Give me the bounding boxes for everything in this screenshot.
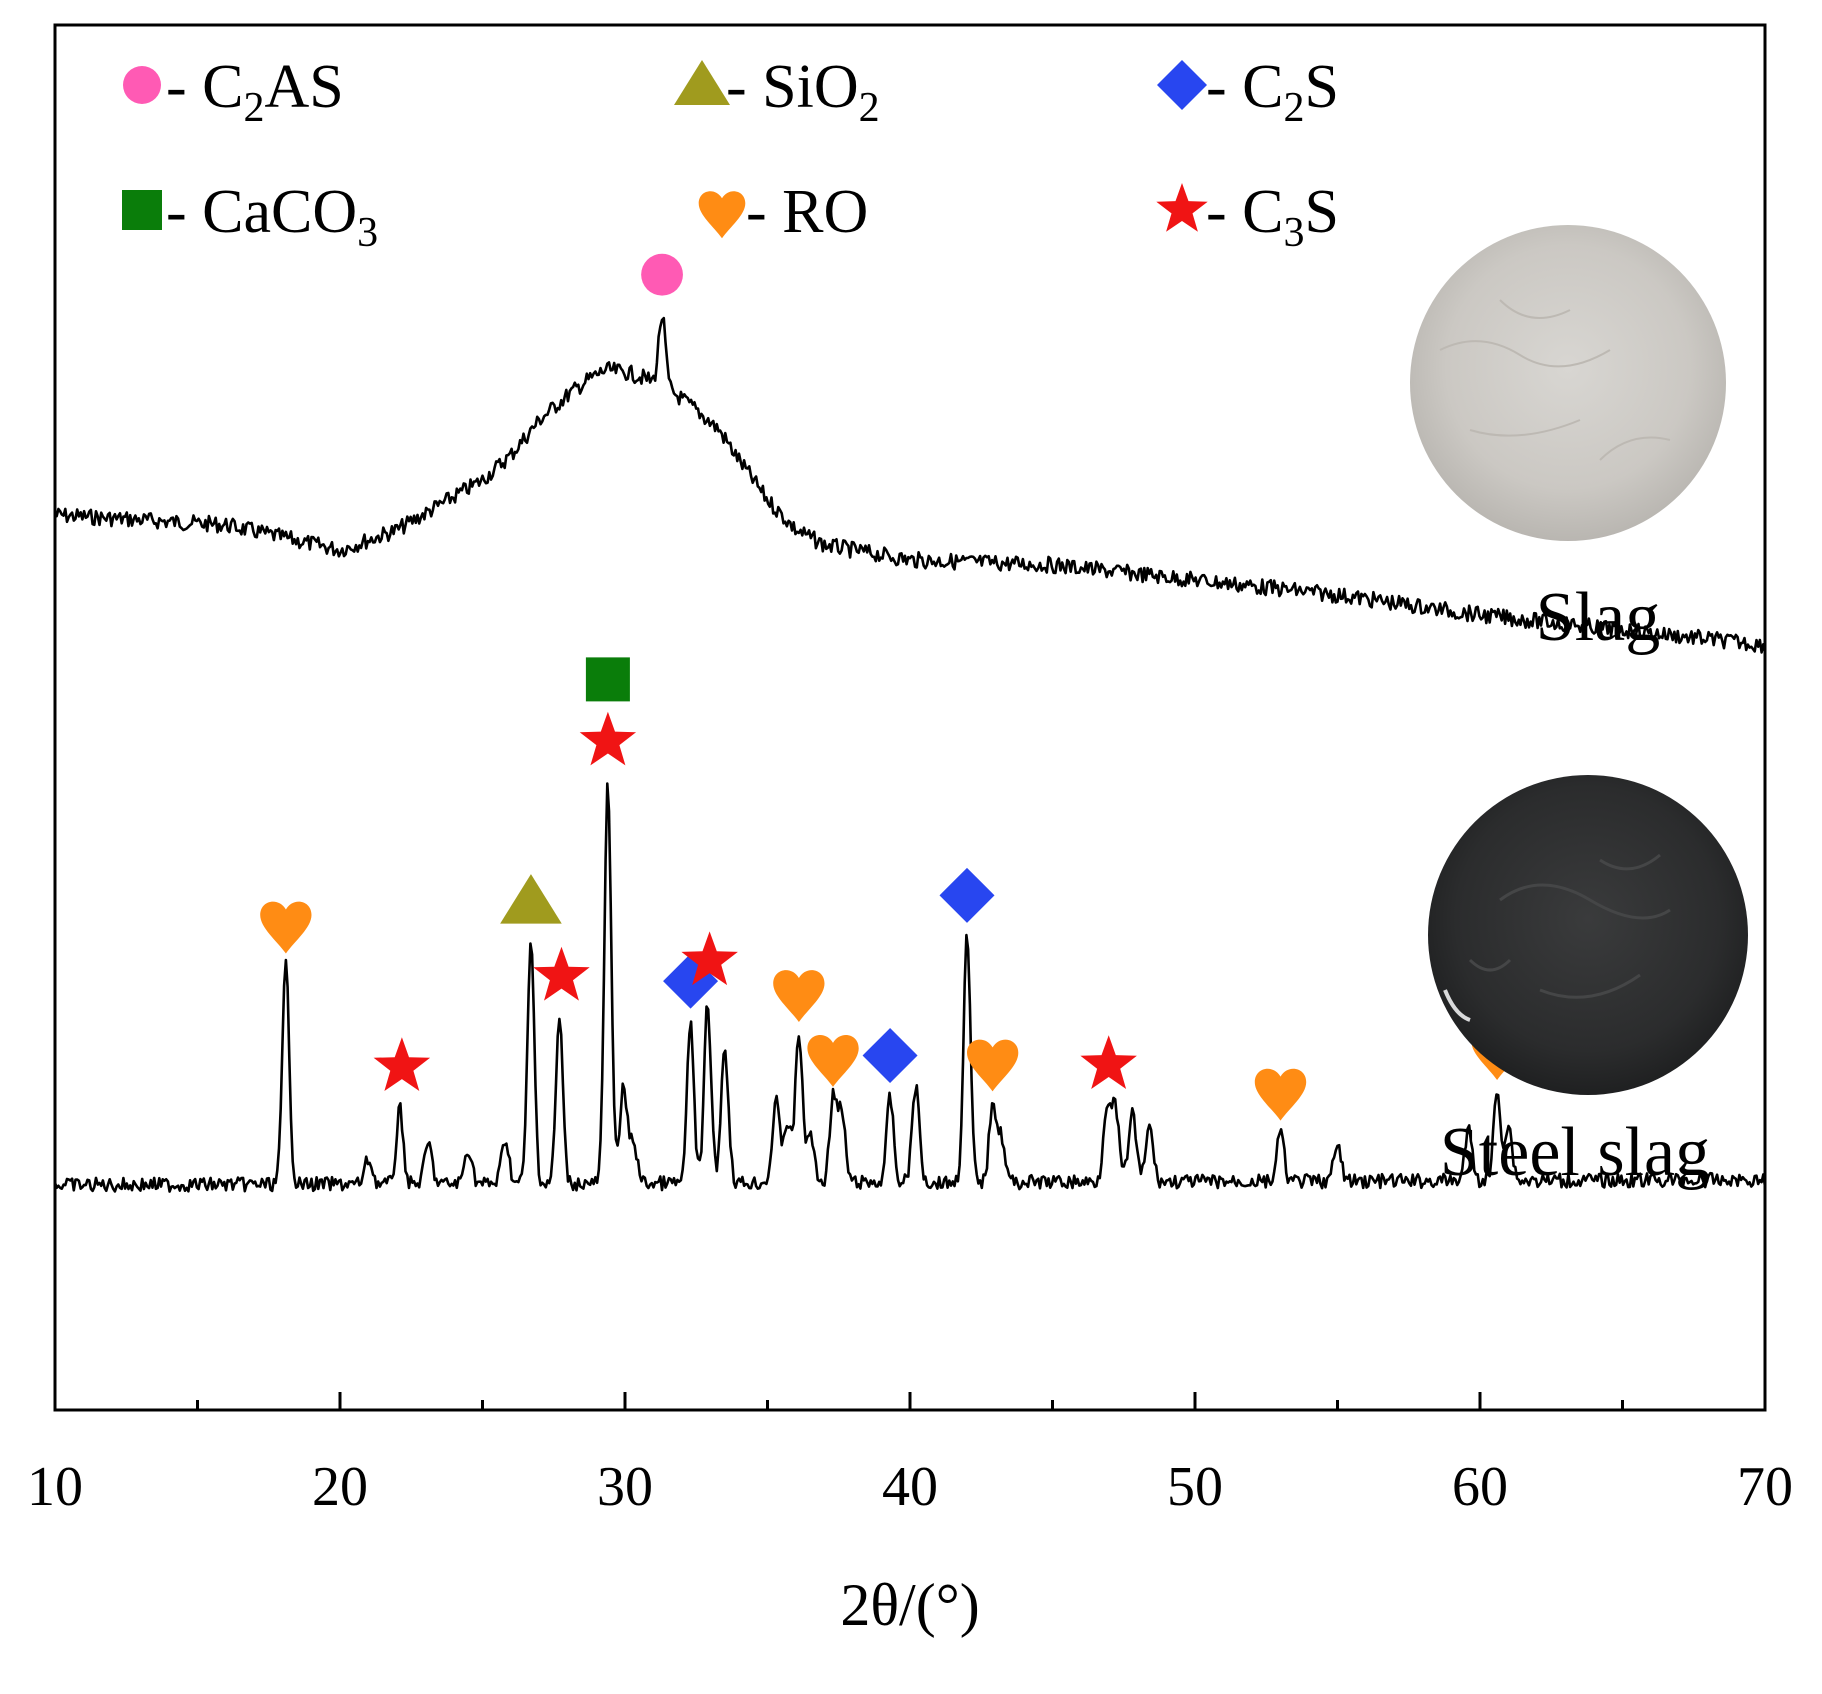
x-axis-ticks <box>53 1392 1767 1410</box>
peak-marker-heart-icon <box>807 1035 859 1087</box>
legend-square-icon <box>122 190 162 230</box>
legend-star-icon <box>1156 183 1208 232</box>
x-tick-label: 20 <box>312 1456 368 1518</box>
peak-marker-heart-icon <box>967 1039 1019 1092</box>
steel-slag-pattern-line <box>53 782 1767 1193</box>
x-tick-label: 10 <box>27 1456 83 1518</box>
peak-marker-diamond-icon <box>862 1028 918 1084</box>
peak-marker-diamond-icon <box>939 867 995 923</box>
steel-slag-sample-photo <box>1428 775 1748 1095</box>
peak-marker-star-icon <box>1080 1035 1137 1089</box>
peak-marker-square-icon <box>585 657 630 702</box>
legend-heart-icon <box>698 191 746 239</box>
x-axis-title: 2θ/(°) <box>840 1572 979 1638</box>
legend: - C2AS - SiO2 - C2S - CaCO3 - RO - C3S <box>122 53 1339 256</box>
phase-peak-markers <box>260 253 1523 1121</box>
legend-label: - C2AS <box>166 53 344 131</box>
legend-circle-icon <box>123 66 161 104</box>
legend-label: - C2S <box>1206 53 1339 131</box>
slag-sample-photo <box>1410 225 1726 541</box>
x-axis-tick-labels: 10 20 30 40 50 60 70 <box>27 1456 1793 1518</box>
x-tick-label: 40 <box>882 1456 938 1518</box>
x-tick-label: 60 <box>1452 1456 1508 1518</box>
legend-label: - C3S <box>1206 178 1339 256</box>
slag-pattern-line <box>54 316 1767 654</box>
diffraction-patterns <box>53 316 1767 1193</box>
peak-marker-circle-icon <box>641 253 683 296</box>
peak-marker-star-icon <box>681 931 738 986</box>
peak-marker-heart-icon <box>773 970 825 1022</box>
slag-series-label: Slag <box>1536 579 1660 656</box>
x-tick-label: 30 <box>597 1456 653 1518</box>
peak-marker-star-icon <box>533 946 590 1001</box>
peak-marker-star-icon <box>373 1037 431 1091</box>
legend-label: - RO <box>746 178 868 246</box>
peak-marker-heart-icon <box>1254 1068 1307 1121</box>
legend-label: - CaCO3 <box>166 178 378 256</box>
x-tick-label: 50 <box>1167 1456 1223 1518</box>
legend-label: - SiO2 <box>726 53 880 131</box>
legend-triangle-icon <box>674 60 730 105</box>
steel-slag-series-label: Steel slag <box>1440 1114 1710 1191</box>
x-tick-label: 70 <box>1737 1456 1793 1518</box>
peak-marker-heart-icon <box>260 901 312 954</box>
peak-marker-triangle-icon <box>500 874 562 924</box>
peak-marker-star-icon <box>579 711 637 766</box>
legend-diamond-icon <box>1157 60 1207 110</box>
